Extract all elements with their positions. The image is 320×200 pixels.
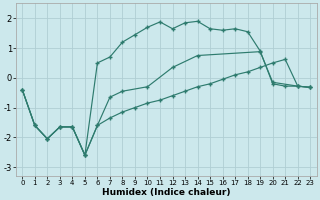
X-axis label: Humidex (Indice chaleur): Humidex (Indice chaleur) [102, 188, 230, 197]
